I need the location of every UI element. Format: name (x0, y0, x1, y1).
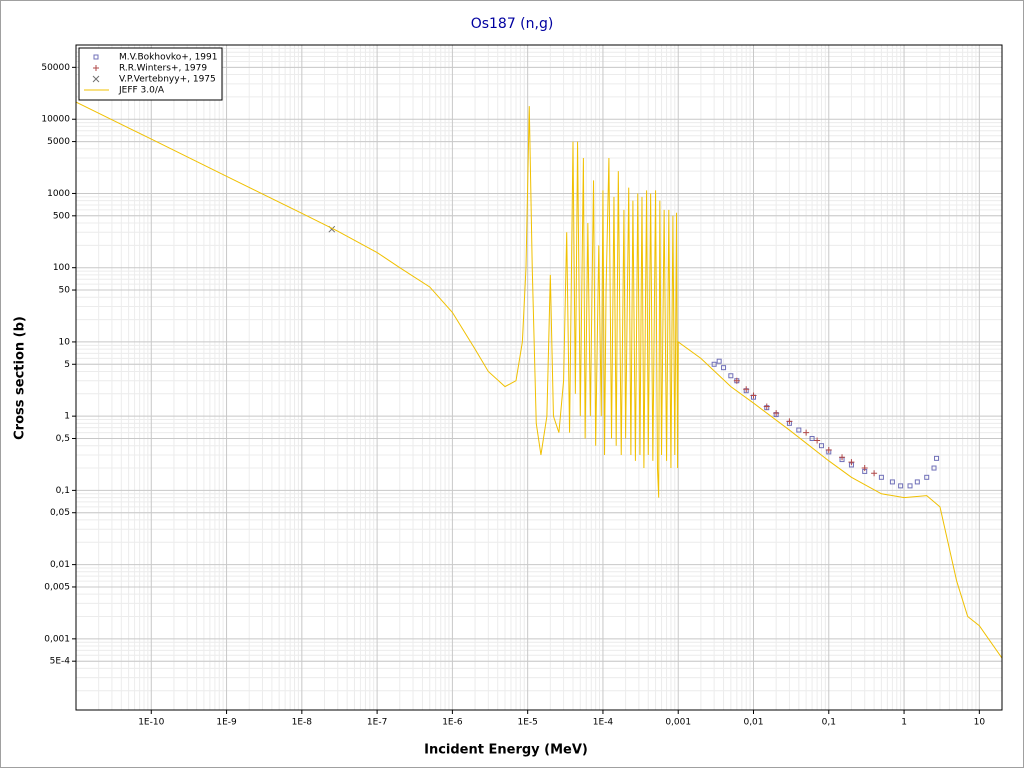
y-tick-label: 5E-4 (50, 657, 71, 667)
y-tick-label: 0,01 (50, 560, 70, 570)
data-point (931, 465, 937, 471)
x-tick-label: 0,001 (665, 718, 691, 728)
y-tick-label: 10 (59, 337, 71, 347)
data-point (814, 437, 821, 444)
data-point (721, 365, 727, 371)
data-point (898, 483, 904, 489)
y-tick-label: 50 (59, 286, 71, 296)
data-point (711, 361, 717, 367)
y-tick-label: 1000 (47, 189, 70, 199)
x-tick-label: 1E-10 (138, 718, 164, 728)
data-line (76, 101, 1002, 659)
x-tick-label: 1E-7 (367, 718, 387, 728)
x-tick-label: 0,01 (743, 718, 763, 728)
data-point (889, 479, 895, 485)
data-point (934, 455, 940, 461)
legend-swatch (92, 75, 100, 83)
y-tick-label: 0,005 (44, 582, 70, 592)
legend-label: JEFF 3.0/A (118, 86, 165, 96)
plot (76, 101, 1002, 659)
data-point (818, 443, 824, 449)
data-point (733, 377, 740, 384)
y-tick-label: 0,001 (44, 634, 70, 644)
data-point (773, 410, 780, 417)
y-tick-label: 10000 (41, 115, 70, 125)
data-point (728, 373, 734, 379)
x-tick-label: 10 (974, 718, 986, 728)
data-point (809, 435, 815, 441)
data-point (914, 479, 920, 485)
x-tick-label: 1E-4 (593, 718, 614, 728)
data-point (796, 427, 802, 433)
y-axis-label: Cross section (b) (13, 316, 28, 440)
data-point (871, 470, 878, 477)
y-tick-label: 50000 (41, 63, 70, 73)
y-tick-label: 0,5 (56, 434, 70, 444)
y-tick-label: 1 (64, 412, 70, 422)
data-point (825, 446, 832, 453)
data-point (786, 418, 793, 425)
data-point (750, 392, 757, 399)
data-point (861, 465, 868, 472)
x-tick-label: 1E-8 (292, 718, 313, 728)
x-tick-label: 1E-5 (517, 718, 537, 728)
data-point (803, 429, 810, 436)
data-point (716, 358, 722, 364)
x-tick-label: 1E-6 (442, 718, 463, 728)
data-point (878, 474, 884, 480)
legend-label: M.V.Bokhovko+, 1991 (119, 53, 217, 63)
y-tick-label: 500 (53, 211, 70, 221)
y-tick-label: 5 (64, 360, 70, 370)
data-point (924, 474, 930, 480)
y-tick-label: 100 (53, 263, 70, 273)
y-tick-label: 0,05 (50, 508, 70, 518)
x-tick-label: 1E-9 (216, 718, 237, 728)
x-tick-label: 1 (901, 718, 907, 728)
x-tick-label: 0,1 (822, 718, 836, 728)
legend-swatch (93, 54, 99, 60)
legend-swatch (93, 65, 99, 71)
legend-label: R.R.Winters+, 1979 (119, 64, 207, 74)
legend-box (78, 47, 223, 101)
data-point (763, 403, 770, 410)
data-point (839, 454, 846, 461)
ticks: 1E-10 1E-9 1E-8 1E-7 1E-6 1E-5 1E-4 0,001 0,01 0,… (41, 63, 985, 728)
grid (76, 45, 1002, 710)
data-point (743, 386, 750, 393)
legend-label: V.P.Vertebnyy+, 1975 (119, 75, 216, 85)
chart-title: Os187 (n,g) (471, 16, 554, 32)
y-tick-label: 5000 (47, 137, 70, 147)
data-point (848, 459, 855, 466)
x-axis-label: Incident Energy (MeV) (424, 743, 588, 758)
data-point (907, 483, 913, 489)
y-tick-label: 0,1 (56, 486, 70, 496)
plot-border (75, 44, 1003, 711)
